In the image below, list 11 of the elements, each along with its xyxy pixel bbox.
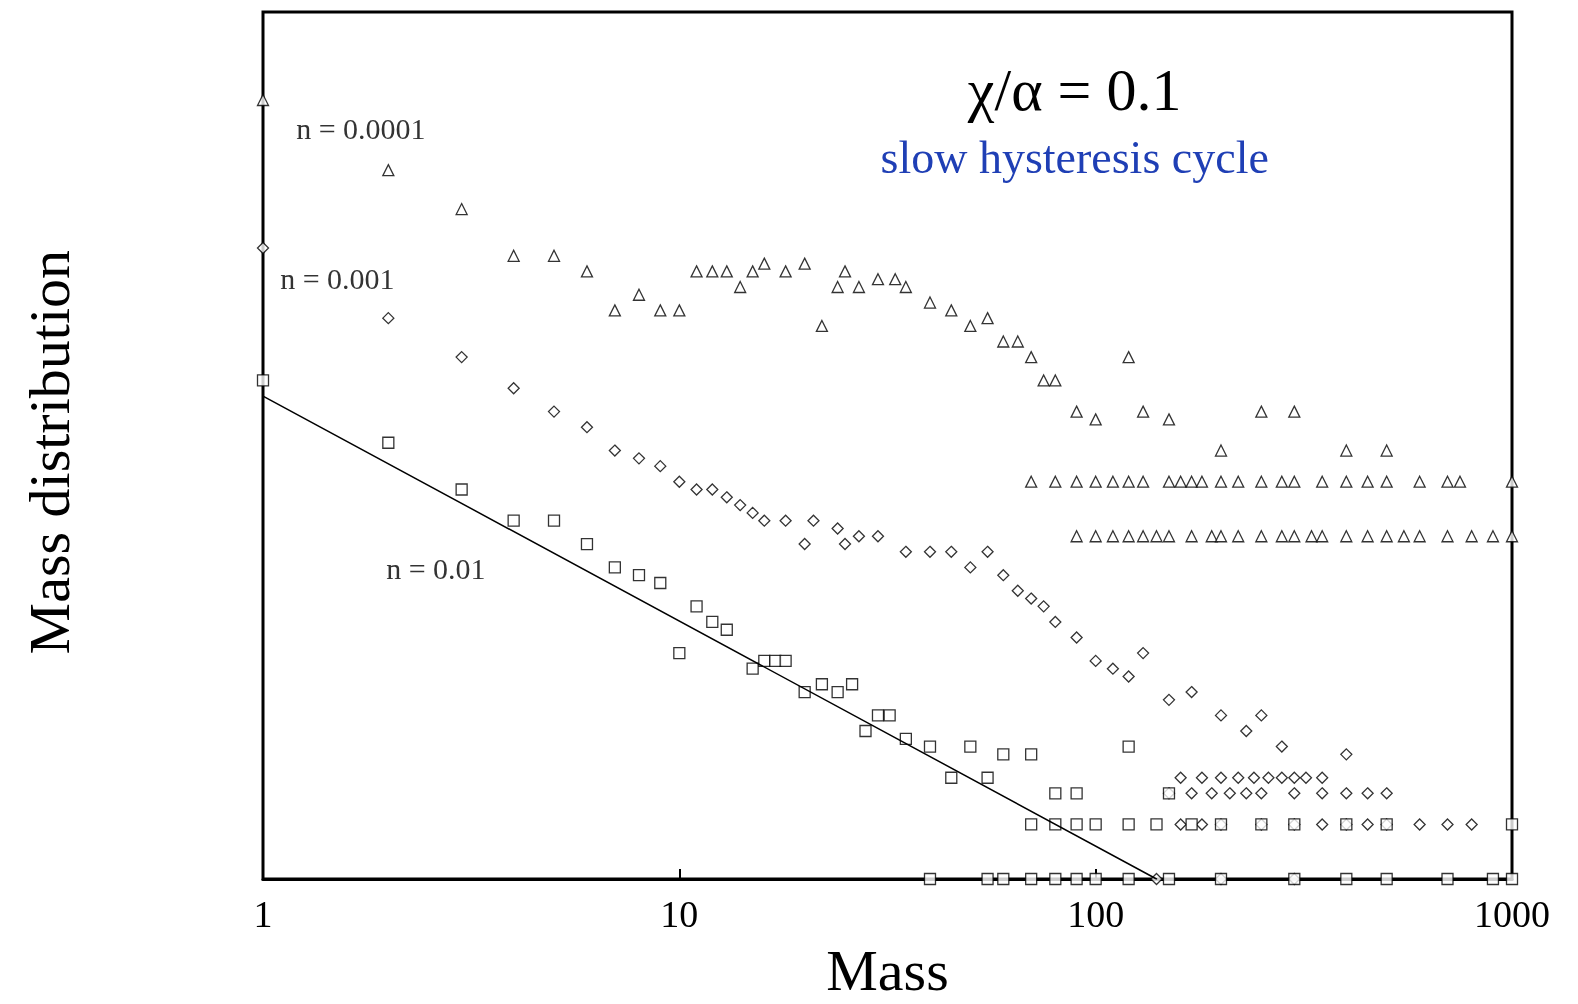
x-tick-label: 100 bbox=[1067, 893, 1125, 935]
x-tick-label: 10 bbox=[660, 893, 699, 935]
text: slow hysteresis cycle bbox=[880, 131, 1269, 183]
series-label: n = 0.0001 bbox=[296, 111, 426, 145]
x-tick-label: 1000 bbox=[1474, 893, 1550, 935]
series-label: n = 0.01 bbox=[386, 551, 486, 585]
x-tick-label: 1 bbox=[253, 893, 273, 935]
series-label: n = 0.001 bbox=[280, 261, 395, 295]
chart-title: χ/α = 0.1 bbox=[966, 57, 1182, 123]
y-axis-title: Mass distribution bbox=[16, 249, 82, 655]
x-axis-title: Mass bbox=[826, 937, 949, 1003]
